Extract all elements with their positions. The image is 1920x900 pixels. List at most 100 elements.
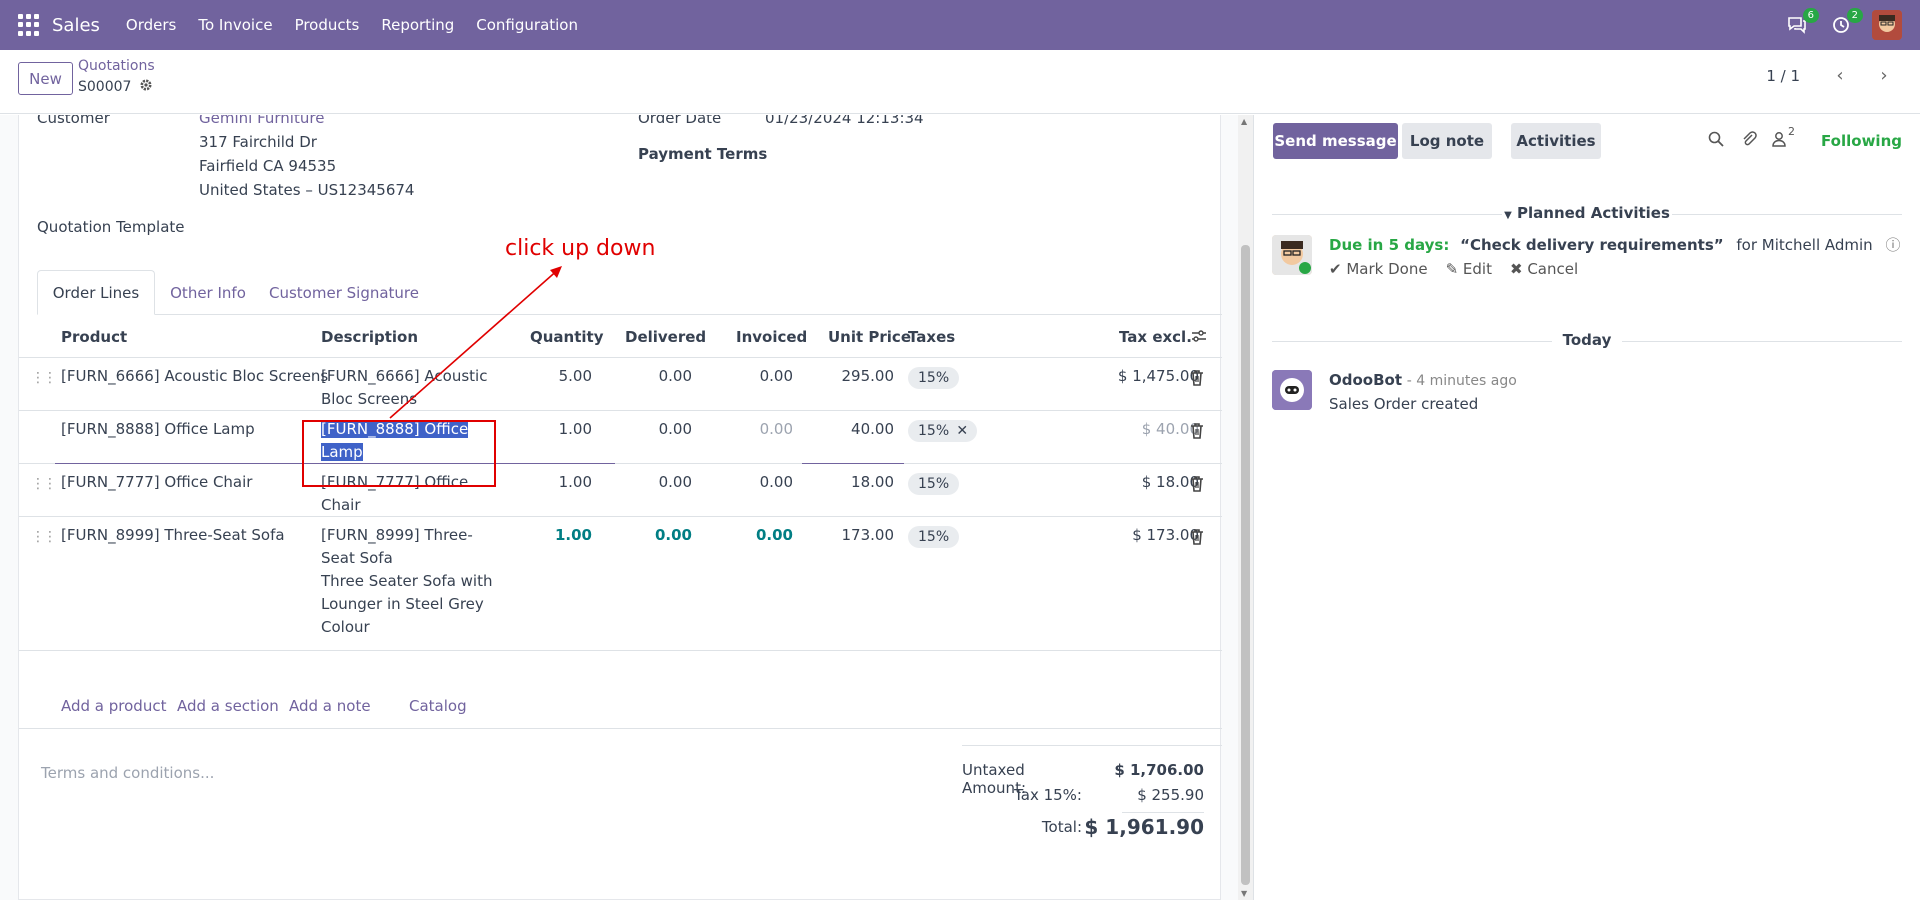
app-brand[interactable]: Sales [52, 14, 100, 36]
col-invoiced[interactable]: Invoiced [736, 328, 808, 346]
row-description-line[interactable]: Colour [321, 618, 370, 636]
row-quantity[interactable]: 1.00 [558, 473, 592, 491]
tax-badge[interactable]: 15% [908, 367, 960, 389]
row-invoiced[interactable]: 0.00 [755, 526, 793, 544]
row-delivered[interactable]: 0.00 [658, 473, 692, 491]
cancel-activity-button[interactable]: ✖ Cancel [1510, 260, 1578, 278]
row-description-line[interactable]: Bloc Screens [321, 390, 418, 408]
form-scrollbar[interactable]: ▲ ▼ [1238, 115, 1253, 900]
col-product[interactable]: Product [61, 328, 128, 346]
odoobot-avatar[interactable] [1272, 370, 1312, 410]
row-description-line[interactable]: Three Seater Sofa with [321, 572, 493, 590]
user-avatar[interactable] [1872, 10, 1902, 40]
row-description-line[interactable]: [FURN_8999] Three- [321, 526, 473, 544]
tab-customer-signature[interactable]: Customer Signature [269, 283, 419, 302]
customer-label: Customer [37, 115, 110, 127]
row-description-line[interactable]: Lounger in Steel Grey [321, 595, 484, 613]
col-description[interactable]: Description [321, 328, 419, 346]
mark-done-button[interactable]: ✔ Mark Done [1329, 260, 1428, 278]
activities-button[interactable]: Activities [1511, 123, 1601, 159]
row-delivered[interactable]: 0.00 [658, 420, 692, 438]
row-description-line[interactable]: Lamp [321, 441, 363, 464]
add-product-link[interactable]: Add a product [61, 697, 167, 715]
gear-icon[interactable] [139, 78, 153, 96]
remove-tax-icon[interactable]: ✕ [956, 423, 969, 439]
row-delivered[interactable]: 0.00 [658, 367, 692, 385]
row-unit-price[interactable]: 295.00 [841, 367, 895, 385]
row-description-line[interactable]: [FURN_8888] Office [321, 418, 469, 441]
tax-badge[interactable]: 15% [908, 526, 960, 548]
notebook-tabs: Order Lines Other Info Customer Signatur… [37, 270, 1222, 315]
menu-reporting[interactable]: Reporting [381, 16, 455, 34]
menu-to-invoice[interactable]: To Invoice [198, 16, 273, 34]
table-row[interactable]: ⋮⋮ [FURN_8999] Three-Seat Sofa [FURN_899… [19, 517, 1222, 651]
info-icon[interactable]: ⓘ [1885, 236, 1901, 254]
delete-line-icon[interactable] [1190, 423, 1204, 439]
followers-icon[interactable]: 2 [1772, 125, 1795, 151]
row-product[interactable]: [FURN_7777] Office Chair [61, 473, 253, 491]
row-unit-price[interactable]: 40.00 [851, 420, 894, 438]
row-description-line[interactable]: [FURN_6666] Acoustic [321, 367, 488, 385]
scroll-thumb[interactable] [1241, 245, 1250, 885]
customer-link[interactable]: Gemini Furniture [199, 115, 325, 127]
add-note-link[interactable]: Add a note [289, 697, 371, 715]
order-date-value[interactable]: 01/23/2024 12:13:34 [765, 115, 924, 127]
row-description-line[interactable]: Seat Sofa [321, 549, 393, 567]
search-icon[interactable] [1708, 131, 1724, 151]
paperclip-icon[interactable] [1741, 131, 1757, 151]
add-section-link[interactable]: Add a section [177, 697, 279, 715]
menu-orders[interactable]: Orders [125, 16, 177, 34]
following-button[interactable]: Following [1821, 132, 1902, 150]
row-product[interactable]: [FURN_8999] Three-Seat Sofa [61, 526, 285, 544]
scroll-down-icon[interactable]: ▼ [1241, 889, 1248, 898]
col-tax-excl[interactable]: Tax excl. [1119, 328, 1192, 346]
delete-line-icon[interactable] [1190, 529, 1204, 545]
messages-icon[interactable]: 6 [1784, 8, 1819, 37]
drag-handle-icon[interactable]: ⋮⋮ [31, 529, 57, 545]
new-button[interactable]: New [18, 62, 73, 95]
table-row-editing[interactable]: [FURN_8888] Office Lamp [FURN_8888] Offi… [19, 411, 1222, 464]
row-unit-price[interactable]: 173.00 [841, 526, 895, 544]
pager-value[interactable]: 1 / 1 [1766, 67, 1800, 85]
row-product[interactable]: [FURN_8888] Office Lamp [61, 420, 255, 438]
tax-badge[interactable]: 15% [908, 473, 960, 495]
row-invoiced[interactable]: 0.00 [759, 367, 793, 385]
send-message-button[interactable]: Send message [1273, 123, 1398, 159]
row-unit-price[interactable]: 18.00 [851, 473, 894, 491]
edit-activity-button[interactable]: ✎ Edit [1446, 260, 1492, 278]
col-delivered[interactable]: Delivered [625, 328, 707, 346]
delete-line-icon[interactable] [1190, 476, 1204, 492]
menu-configuration[interactable]: Configuration [476, 16, 578, 34]
row-delivered[interactable]: 0.00 [654, 526, 692, 544]
pager-previous-icon[interactable]: ‹ [1836, 64, 1844, 86]
catalog-link[interactable]: Catalog [409, 697, 467, 715]
row-quantity[interactable]: 1.00 [554, 526, 592, 544]
activities-clock-icon[interactable]: 2 [1828, 8, 1863, 37]
row-quantity[interactable]: 1.00 [558, 420, 592, 438]
log-note-button[interactable]: Log note [1402, 123, 1492, 159]
scroll-up-icon[interactable]: ▲ [1241, 117, 1248, 126]
table-row[interactable]: ⋮⋮ [FURN_6666] Acoustic Bloc Screens [FU… [19, 358, 1222, 411]
col-quantity[interactable]: Quantity [530, 328, 604, 346]
col-unit-price[interactable]: Unit Price [828, 328, 911, 346]
row-product[interactable]: [FURN_6666] Acoustic Bloc Screens [61, 367, 329, 385]
drag-handle-icon[interactable]: ⋮⋮ [31, 476, 57, 492]
tab-order-lines[interactable]: Order Lines [37, 270, 155, 315]
pager-next-icon[interactable]: › [1880, 64, 1888, 86]
col-taxes[interactable]: Taxes [908, 328, 956, 346]
menu-products[interactable]: Products [294, 16, 360, 34]
row-quantity[interactable]: 5.00 [558, 367, 592, 385]
optional-columns-icon[interactable] [1191, 329, 1207, 347]
apps-menu-icon[interactable] [18, 14, 40, 36]
terms-and-conditions-input[interactable]: Terms and conditions... [41, 764, 215, 782]
planned-activities-header[interactable]: ▼ Planned Activities [1272, 204, 1902, 222]
message-author[interactable]: OdooBot [1329, 371, 1403, 389]
row-description-line[interactable]: Chair [321, 496, 361, 514]
drag-handle-icon[interactable]: ⋮⋮ [31, 370, 57, 386]
row-invoiced[interactable]: 0.00 [759, 473, 793, 491]
tax-badge[interactable]: 15% ✕ [908, 420, 978, 442]
breadcrumb-quotations[interactable]: Quotations [78, 58, 155, 74]
delete-line-icon[interactable] [1190, 370, 1204, 386]
tab-other-info[interactable]: Other Info [170, 283, 246, 302]
table-row[interactable]: ⋮⋮ [FURN_7777] Office Chair [FURN_7777] … [19, 464, 1222, 517]
